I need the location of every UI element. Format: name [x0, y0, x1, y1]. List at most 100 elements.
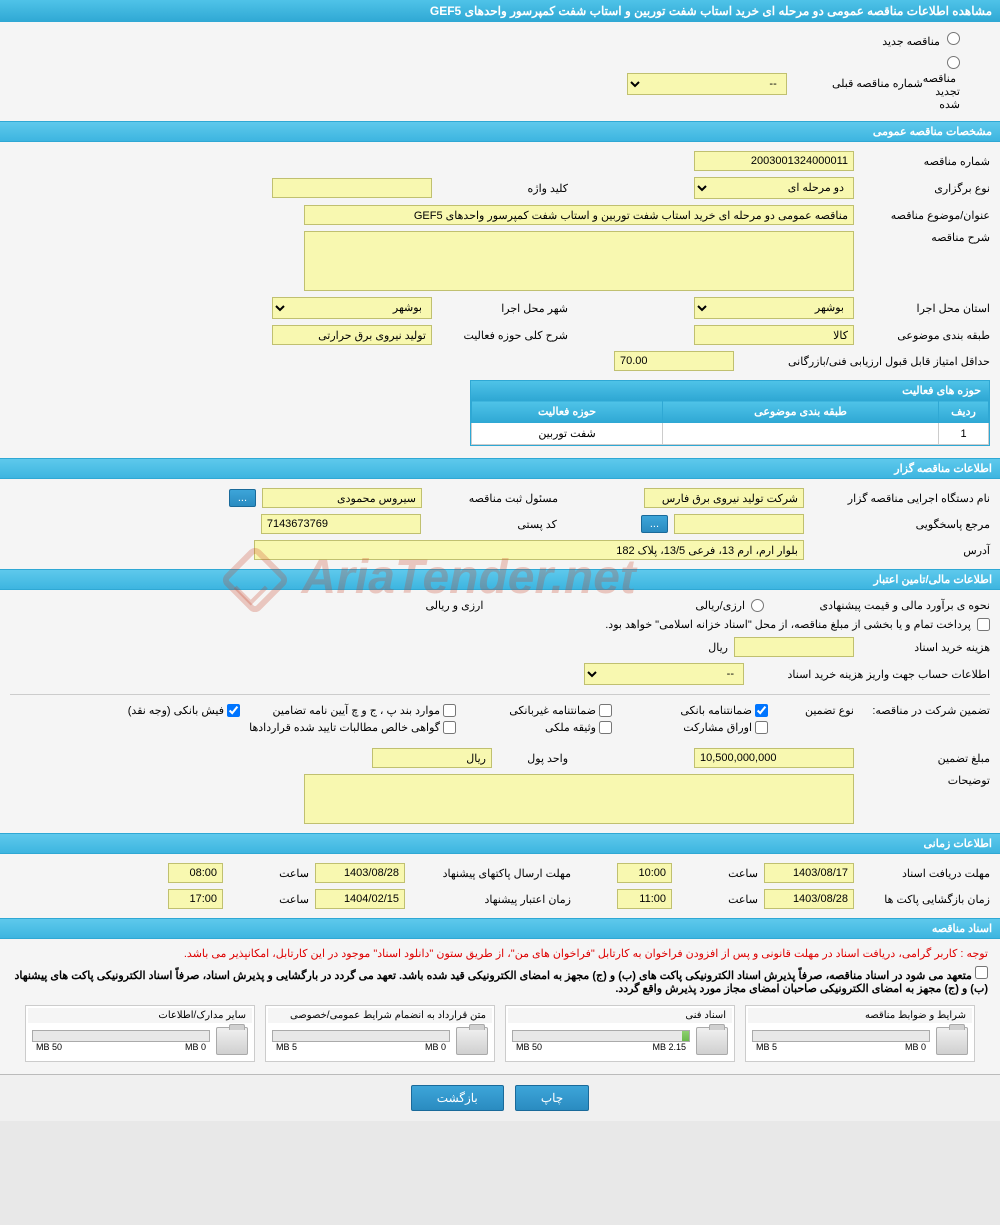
section-financial: اطلاعات مالی/تامین اعتبار: [0, 569, 1000, 590]
cb-receipt[interactable]: [227, 704, 240, 717]
back-button[interactable]: بازگشت: [411, 1085, 504, 1111]
category-input[interactable]: [694, 325, 854, 345]
registrar-browse-button[interactable]: ...: [229, 489, 256, 507]
scope-label: شرح کلی حوزه فعالیت: [438, 329, 568, 342]
lbl-claims: گواهی خالص مطالبات تایید شده قراردادها: [249, 721, 440, 734]
file-used: 0 MB: [185, 1042, 206, 1052]
lbl-clause: موارد بند پ ، ج و چ آیین نامه تضامین: [273, 704, 440, 717]
cb-clause[interactable]: [443, 704, 456, 717]
radio-fx[interactable]: [751, 599, 764, 612]
submit-time-label: ساعت: [229, 867, 309, 880]
postal-input[interactable]: [261, 514, 421, 534]
cb-property[interactable]: [599, 721, 612, 734]
unit-label: واحد پول: [498, 752, 568, 765]
section-general: مشخصات مناقصه عمومی: [0, 121, 1000, 142]
progress-bar: [32, 1030, 210, 1042]
tender-no-label: شماره مناقصه: [860, 155, 990, 168]
type-select[interactable]: دو مرحله ای: [694, 177, 854, 199]
tender-no-input[interactable]: [694, 151, 854, 171]
lbl-property: وثیقه ملکی: [545, 721, 596, 734]
treasury-checkbox[interactable]: [977, 618, 990, 631]
file-total: 50 MB: [516, 1042, 542, 1052]
purchase-cost-label: هزینه خرید اسناد: [860, 641, 990, 654]
file-title: سایر مدارک/اطلاعات: [28, 1008, 252, 1023]
cb-bonds[interactable]: [755, 721, 768, 734]
type-label: نوع برگزاری: [860, 182, 990, 195]
file-title: شرایط و ضوابط مناقصه: [748, 1008, 972, 1023]
estimate-label: نحوه ی برآورد مالی و قیمت پیشنهادی: [770, 599, 990, 612]
th-row: ردیف: [939, 401, 989, 423]
account-label: اطلاعات حساب جهت واریز هزینه خرید اسناد: [750, 668, 990, 681]
desc-label: شرح مناقصه: [860, 231, 990, 244]
prev-tender-label: شماره مناقصه قبلی: [793, 77, 923, 90]
commitment-checkbox[interactable]: [975, 966, 988, 979]
cb-nonbank[interactable]: [599, 704, 612, 717]
address-label: آدرس: [810, 544, 990, 557]
submit-time[interactable]: [168, 863, 223, 883]
keyword-label: کلید واژه: [438, 182, 568, 195]
city-label: شهر محل اجرا: [438, 302, 568, 315]
radio-new-tender[interactable]: [947, 32, 960, 45]
prev-tender-select[interactable]: --: [627, 73, 787, 95]
folder-icon: [456, 1027, 488, 1055]
agency-input[interactable]: [644, 488, 804, 508]
receive-label: مهلت دریافت اسناد: [860, 867, 990, 880]
currency-unit: ریال: [708, 641, 728, 654]
unit-input[interactable]: [372, 748, 492, 768]
category-label: طبقه بندی موضوعی: [860, 329, 990, 342]
lbl-nonbank: ضمانتنامه غیربانکی: [509, 704, 596, 717]
validity-date[interactable]: [315, 889, 405, 909]
section-organizer: اطلاعات مناقصه گزار: [0, 458, 1000, 479]
validity-time[interactable]: [168, 889, 223, 909]
opening-time-label: ساعت: [678, 893, 758, 906]
file-title: متن قرارداد به انضمام شرایط عمومی/خصوصی: [268, 1008, 492, 1023]
province-select[interactable]: بوشهر: [694, 297, 854, 319]
section-documents: اسناد مناقصه: [0, 918, 1000, 939]
guarantee-label: تضمین شرکت در مناقصه:: [860, 704, 990, 717]
file-box[interactable]: اسناد فنی 2.15 MB50 MB: [505, 1005, 735, 1062]
label-new-tender: مناقصه جدید: [882, 36, 940, 48]
progress-bar: [512, 1030, 690, 1042]
city-select[interactable]: بوشهر: [272, 297, 432, 319]
file-total: 5 MB: [276, 1042, 297, 1052]
opening-time[interactable]: [617, 889, 672, 909]
contact-input[interactable]: [674, 514, 804, 534]
cb-bank-guarantee[interactable]: [755, 704, 768, 717]
notes-textarea[interactable]: [304, 774, 854, 824]
receive-time[interactable]: [617, 863, 672, 883]
label-renewed-tender: مناقصه تجدید شده: [923, 73, 960, 111]
registrar-input[interactable]: [262, 488, 422, 508]
address-input[interactable]: [254, 540, 804, 560]
notice-red: توجه : کاربر گرامی، دریافت اسناد در مهلت…: [4, 943, 996, 964]
scope-input[interactable]: [272, 325, 432, 345]
file-box[interactable]: متن قرارداد به انضمام شرایط عمومی/خصوصی …: [265, 1005, 495, 1062]
account-select[interactable]: --: [584, 663, 744, 685]
radio-renewed-tender[interactable]: [947, 56, 960, 69]
file-used: 0 MB: [905, 1042, 926, 1052]
notice-commitment: متعهد می شود در اسناد مناقصه، صرفاً پذیر…: [15, 970, 988, 995]
contact-browse-button[interactable]: ...: [641, 515, 668, 533]
agency-label: نام دستگاه اجرایی مناقصه گزار: [810, 492, 990, 505]
purchase-cost-input[interactable]: [734, 637, 854, 657]
table-row: 1شفت توربین: [472, 423, 989, 445]
file-box[interactable]: سایر مدارک/اطلاعات 0 MB50 MB: [25, 1005, 255, 1062]
contact-label: مرجع پاسخگویی: [810, 518, 990, 531]
desc-textarea[interactable]: [304, 231, 854, 291]
province-label: استان محل اجرا: [860, 302, 990, 315]
min-score-input[interactable]: [614, 351, 734, 371]
treasury-note: پرداخت تمام و یا بخشی از مبلغ مناقصه، از…: [605, 618, 971, 631]
file-box[interactable]: شرایط و ضوابط مناقصه 0 MB5 MB: [745, 1005, 975, 1062]
cb-claims[interactable]: [443, 721, 456, 734]
guarantee-amount-input[interactable]: [694, 748, 854, 768]
th-activity: حوزه فعالیت: [472, 401, 663, 423]
th-category: طبقه بندی موضوعی: [663, 401, 939, 423]
lbl-receipt: فیش بانکی (وجه نقد): [128, 704, 224, 717]
validity-label: زمان اعتبار پیشنهاد: [411, 893, 571, 906]
subject-input[interactable]: [304, 205, 854, 225]
keyword-input[interactable]: [272, 178, 432, 198]
opening-date[interactable]: [764, 889, 854, 909]
receive-date[interactable]: [764, 863, 854, 883]
submit-date[interactable]: [315, 863, 405, 883]
print-button[interactable]: چاپ: [515, 1085, 589, 1111]
lbl-bank-guarantee: ضمانتنامه بانکی: [680, 704, 752, 717]
